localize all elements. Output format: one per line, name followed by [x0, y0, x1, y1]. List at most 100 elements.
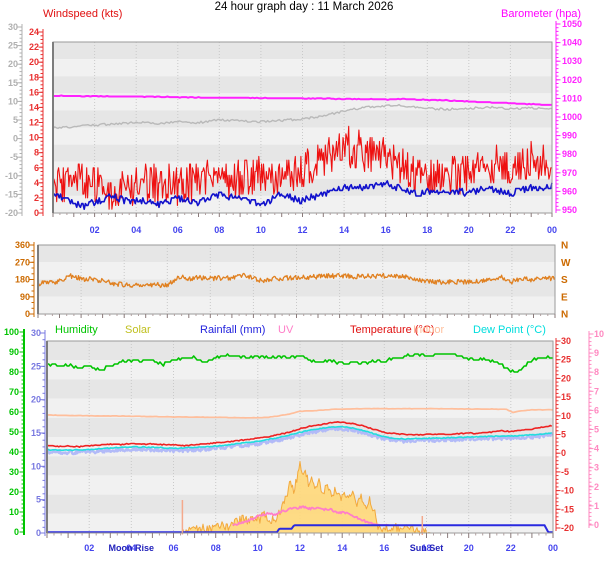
hour-label-00: 00 — [547, 225, 557, 235]
x-axis-bot: 02 04 06 08 10 12 14 16 18 20 22 00 Moon Rise Sun Set — [46, 533, 558, 553]
tick-wind-2: 2 — [34, 193, 39, 203]
tick-dir-360: 360 — [15, 240, 30, 250]
series-wind_direction_deg — [37, 272, 556, 289]
tick-baro-1040: 1040 — [562, 38, 582, 48]
tick-aux-30: 30 — [8, 22, 18, 32]
series-grey_trace — [52, 103, 553, 130]
tick-uv-7: 7 — [594, 386, 599, 396]
series-dew_point_c — [46, 425, 552, 452]
tick-temp-25: 25 — [561, 355, 571, 365]
tick-baro-950: 950 — [562, 205, 577, 215]
hour-label-04: 04 — [126, 543, 136, 553]
moon-event-label: Moon Rise — [109, 543, 155, 553]
tick-uv-4: 4 — [594, 444, 599, 454]
series-indoor_temp_c — [46, 407, 554, 419]
series-rainfall_mm — [47, 524, 553, 534]
tick-baro-970: 970 — [562, 168, 577, 178]
tick-temp--5: -5 — [561, 467, 569, 477]
tick-hum-0: 0 — [14, 527, 19, 537]
y-axis-rain: 30 25 20 15 10 5 0 — [31, 328, 46, 538]
tick-rain-25: 25 — [31, 361, 41, 371]
hour-label-02: 02 — [84, 543, 94, 553]
tick-dir-180: 180 — [15, 275, 30, 285]
hour-label-06: 06 — [168, 543, 178, 553]
tick-uv-10: 10 — [594, 329, 604, 339]
tick-aux-5: 5 — [13, 115, 18, 125]
y-axis-baro: 1050 1040 1030 1020 1010 1000 990 980 970 960 950 — [555, 19, 582, 215]
tick-dir-270: 270 — [15, 257, 30, 267]
tick-baro-1030: 1030 — [562, 56, 582, 66]
hour-label-12: 12 — [297, 225, 307, 235]
tick-baro-1000: 1000 — [562, 112, 582, 122]
tick-wind-24: 24 — [29, 27, 39, 37]
hour-label-20: 20 — [464, 543, 474, 553]
compass-S-2: S — [561, 275, 568, 286]
tick-aux-10: 10 — [8, 96, 18, 106]
hour-label-20: 20 — [464, 225, 474, 235]
tick-wind-22: 22 — [29, 42, 39, 52]
y-axis-temp: 30 25 20 15 10 5 0 -5 -10 -15 -20 — [555, 336, 574, 533]
tick-aux--10: -10 — [5, 171, 18, 181]
legend-rainfall-mm: Rainfall (mm) — [200, 324, 266, 336]
hour-label-08: 08 — [211, 543, 221, 553]
tick-temp-20: 20 — [561, 373, 571, 383]
hour-label-18: 18 — [421, 543, 431, 553]
tick-uv-9: 9 — [594, 348, 599, 358]
hour-label-16: 16 — [379, 543, 389, 553]
tick-hum-90: 90 — [9, 347, 19, 357]
tick-aux--5: -5 — [10, 152, 18, 162]
tick-wind-4: 4 — [34, 178, 39, 188]
series-wind_avg_kts — [53, 180, 553, 210]
tick-hum-80: 80 — [9, 367, 19, 377]
windspeed-axis-caption: Windspeed (kts) — [43, 8, 123, 20]
tick-aux-0: 0 — [13, 134, 18, 144]
tick-temp-0: 0 — [561, 448, 566, 458]
series-wind_gust_kts — [52, 125, 552, 210]
legend-humidity: Humidity — [55, 324, 98, 336]
tick-hum-20: 20 — [9, 487, 19, 497]
tick-wind-6: 6 — [34, 163, 39, 173]
hour-label-02: 02 — [90, 225, 100, 235]
x-axis-top: 02 04 06 08 10 12 14 16 18 20 22 00 — [52, 213, 557, 235]
tick-wind-16: 16 — [29, 87, 39, 97]
tick-temp--20: -20 — [561, 523, 574, 533]
hour-label-08: 08 — [214, 225, 224, 235]
x-axis-mid — [37, 314, 556, 318]
tick-aux--20: -20 — [5, 208, 18, 218]
legend-solar: Solar — [125, 324, 151, 336]
tick-baro-1050: 1050 — [562, 19, 582, 29]
hour-label-00: 00 — [548, 543, 558, 553]
tick-hum-50: 50 — [9, 427, 19, 437]
tick-baro-990: 990 — [562, 131, 577, 141]
tick-uv-2: 2 — [594, 482, 599, 492]
tick-baro-980: 980 — [562, 149, 577, 159]
tick-hum-30: 30 — [9, 467, 19, 477]
tick-aux--15: -15 — [5, 189, 18, 199]
series-temperature_c — [46, 420, 553, 449]
tick-baro-1010: 1010 — [562, 93, 582, 103]
tick-aux-20: 20 — [8, 59, 18, 69]
series-solar_relative-area — [47, 461, 553, 533]
compass-W-1: W — [561, 258, 571, 269]
tick-wind-0: 0 — [34, 208, 39, 218]
y-axis-aux: 30 25 20 15 10 5 0 -5 -10 -15 -20 — [5, 22, 23, 218]
hour-label-22: 22 — [506, 543, 516, 553]
hour-label-14: 14 — [339, 225, 349, 235]
tick-rain-30: 30 — [31, 328, 41, 338]
tick-hum-60: 60 — [9, 407, 19, 417]
legend-dew-point-c: Dew Point (°C) — [473, 324, 546, 336]
hour-label-22: 22 — [505, 225, 515, 235]
hour-label-10: 10 — [253, 543, 263, 553]
tick-dir-0: 0 — [25, 309, 30, 319]
compass-N-4: N — [561, 310, 568, 321]
tick-wind-20: 20 — [29, 57, 39, 67]
tick-dir-90: 90 — [20, 292, 30, 302]
hour-label-06: 06 — [173, 225, 183, 235]
hour-label-10: 10 — [256, 225, 266, 235]
